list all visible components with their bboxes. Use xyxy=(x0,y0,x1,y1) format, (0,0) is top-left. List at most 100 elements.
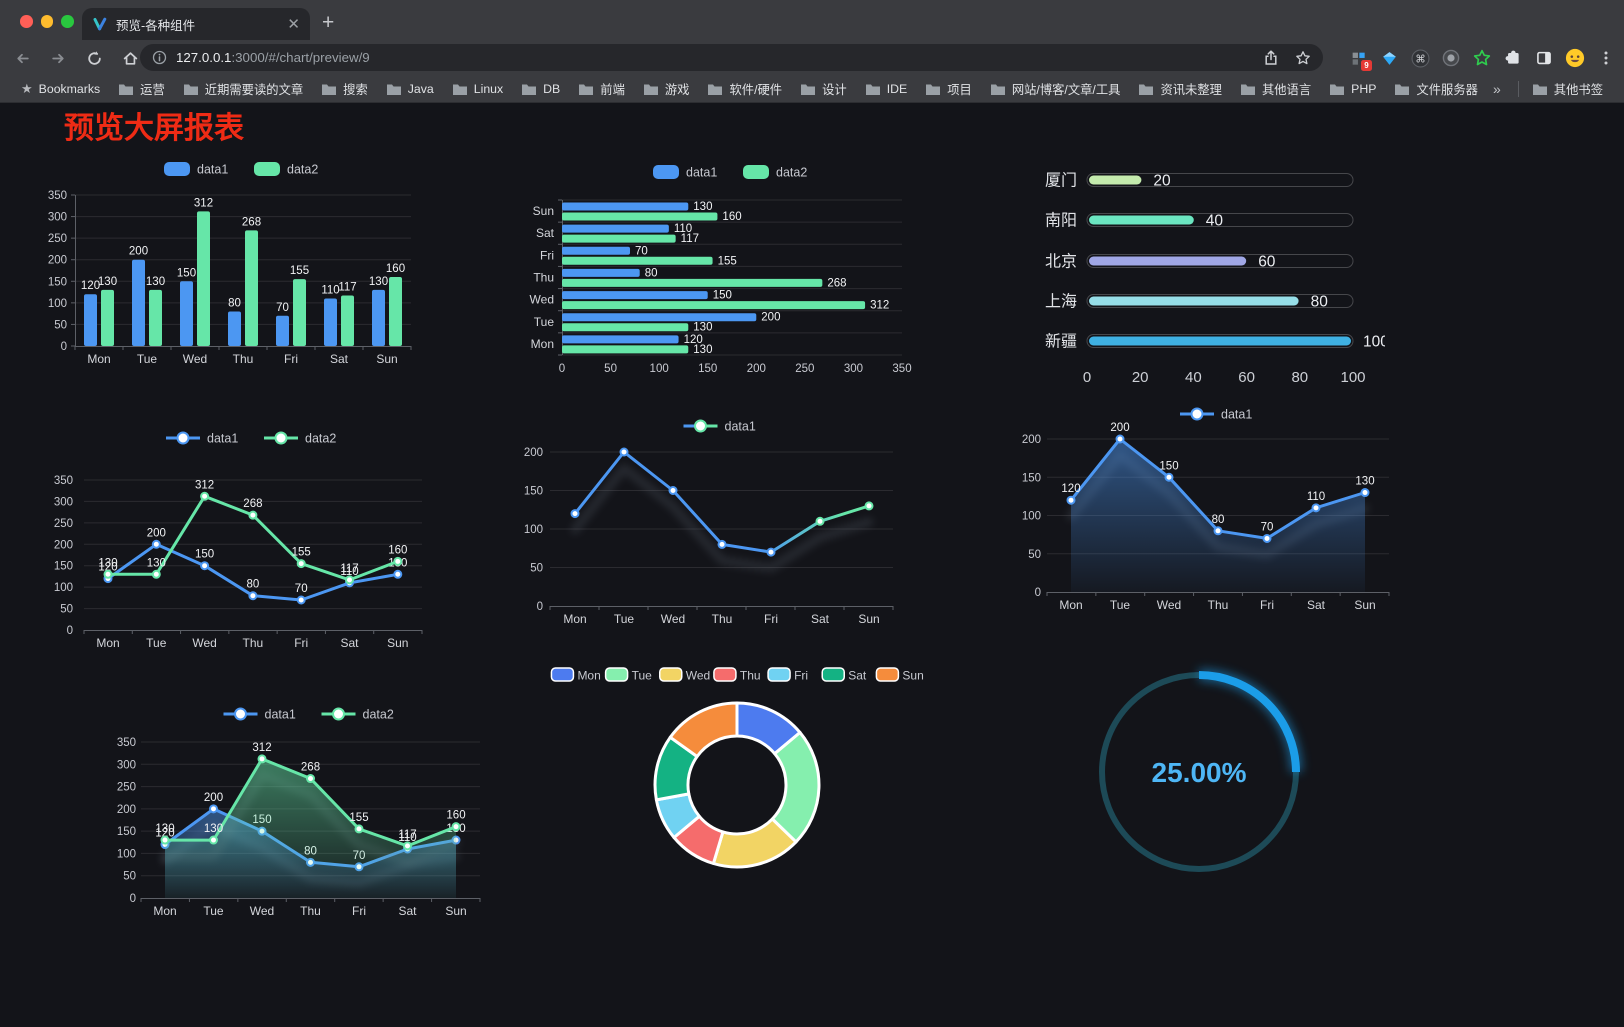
bookmark-folder[interactable]: DB xyxy=(512,78,569,100)
bar xyxy=(149,289,162,346)
folder-icon xyxy=(925,83,941,96)
svg-text:110: 110 xyxy=(674,223,692,235)
page-title: 预览大屏报表 xyxy=(64,112,244,145)
svg-text:200: 200 xyxy=(1110,422,1129,434)
svg-text:200: 200 xyxy=(129,246,148,258)
bookmark-folder[interactable]: Java xyxy=(377,78,443,100)
extensions-puzzle-icon[interactable] xyxy=(1503,48,1523,68)
menu-dots-icon[interactable] xyxy=(1596,48,1616,68)
close-window-button[interactable] xyxy=(20,15,33,28)
extension-diamond-icon[interactable] xyxy=(1379,48,1399,68)
data-point xyxy=(668,486,678,495)
bookmarks-overflow-chevron[interactable]: » xyxy=(1492,81,1501,97)
folder-icon xyxy=(1394,83,1410,96)
svg-text:Tue: Tue xyxy=(534,315,555,329)
bookmark-label: PHP xyxy=(1351,82,1377,96)
bookmark-folder[interactable]: 文件服务器 xyxy=(1385,78,1487,100)
svg-text:Fri: Fri xyxy=(284,352,298,366)
bookmarks-root-item[interactable]: ★ Bookmarks xyxy=(12,78,109,100)
bookmark-label: 项目 xyxy=(947,83,972,97)
bookmark-folder[interactable]: Linux xyxy=(443,78,512,100)
svg-text:⌘: ⌘ xyxy=(1415,53,1426,65)
svg-text:100: 100 xyxy=(48,298,67,310)
site-info-icon[interactable] xyxy=(152,50,167,65)
bookmark-label: 游戏 xyxy=(664,83,690,97)
url-host: 127.0.0.1 xyxy=(176,50,232,65)
svg-text:160: 160 xyxy=(386,263,405,275)
svg-text:150: 150 xyxy=(713,290,732,302)
chart-gauge-progress: 25.00% xyxy=(1080,655,1320,890)
svg-text:data1: data1 xyxy=(265,708,296,722)
folder-icon xyxy=(183,83,199,96)
bar xyxy=(562,313,757,322)
minimize-window-button[interactable] xyxy=(40,15,53,28)
bookmark-folder[interactable]: 资讯未整理 xyxy=(1129,78,1231,100)
svg-text:Sun: Sun xyxy=(387,636,408,650)
svg-text:110: 110 xyxy=(340,566,358,578)
extension-command-icon[interactable]: ⌘ xyxy=(1410,48,1430,68)
extension-circle-icon[interactable] xyxy=(1441,48,1461,68)
bookmark-folder[interactable]: 项目 xyxy=(916,78,981,100)
svg-text:100: 100 xyxy=(1363,334,1385,351)
chart-svg: 0 50 100 150 200 250 300 350 Mon Tue Wed Thu Fri Sat S… xyxy=(54,431,423,650)
other-bookmarks-item[interactable]: 其他书签 xyxy=(1523,78,1612,100)
bookmark-folder[interactable]: 软件/硬件 xyxy=(698,78,791,100)
extension-badge: 9 xyxy=(1361,60,1372,71)
svg-text:北京: 北京 xyxy=(1045,253,1077,271)
data-point xyxy=(257,754,267,764)
svg-text:130: 130 xyxy=(693,322,712,334)
bookmark-folder[interactable]: 设计 xyxy=(791,78,856,100)
svg-text:110: 110 xyxy=(321,285,339,297)
bookmark-label: Linux xyxy=(473,82,504,96)
extension-star-icon[interactable] xyxy=(1472,48,1492,68)
bookmark-folder[interactable]: 搜索 xyxy=(312,78,377,100)
svg-text:130: 130 xyxy=(98,557,117,569)
data-point xyxy=(200,561,210,571)
share-icon[interactable] xyxy=(1263,49,1279,66)
svg-text:Thu: Thu xyxy=(300,904,321,918)
address-bar[interactable]: 127.0.0.1:3000/#/chart/preview/9 xyxy=(140,44,1323,71)
bookmark-star-icon[interactable] xyxy=(1295,50,1311,66)
progress-fill xyxy=(1089,175,1142,185)
svg-text:117: 117 xyxy=(398,829,416,841)
svg-text:80: 80 xyxy=(1212,514,1225,526)
bookmark-folder[interactable]: IDE xyxy=(856,78,917,100)
tab-close-icon[interactable]: ✕ xyxy=(287,16,300,33)
chart-svg: Mon Tue Wed Thu Fri Sat Sun xyxy=(550,667,924,869)
forward-button[interactable] xyxy=(46,46,70,70)
svg-text:Wed: Wed xyxy=(661,612,685,626)
svg-text:80: 80 xyxy=(645,267,658,279)
bookmark-folder[interactable]: 其他语言 xyxy=(1231,78,1320,100)
bookmark-folder[interactable]: 网站/博客/文章/工具 xyxy=(981,78,1130,100)
new-tab-button[interactable]: + xyxy=(322,11,335,34)
svg-text:Sun: Sun xyxy=(445,904,466,918)
svg-text:150: 150 xyxy=(195,549,214,561)
bookmark-label: 搜索 xyxy=(343,83,368,97)
svg-text:data1: data1 xyxy=(1221,408,1252,422)
browser-tab[interactable]: 预览-各种组件 ✕ xyxy=(82,8,310,40)
bookmark-folder[interactable]: 游戏 xyxy=(634,78,699,100)
svg-text:300: 300 xyxy=(844,363,863,375)
data-point xyxy=(1164,472,1174,482)
back-button[interactable] xyxy=(10,46,34,70)
bookmark-folder[interactable]: PHP xyxy=(1320,78,1385,100)
bookmark-folder[interactable]: 运营 xyxy=(109,78,174,100)
bookmark-folder[interactable]: 前端 xyxy=(569,78,634,100)
progress-fill xyxy=(1089,336,1351,346)
svg-text:312: 312 xyxy=(870,300,889,312)
svg-text:Wed: Wed xyxy=(183,352,207,366)
svg-text:200: 200 xyxy=(204,792,223,804)
svg-text:Sun: Sun xyxy=(858,612,879,626)
zoom-window-button[interactable] xyxy=(61,15,74,28)
svg-text:130: 130 xyxy=(693,201,712,213)
svg-text:200: 200 xyxy=(1022,434,1041,446)
chart-line-area: 0 50 100 150 200 Mon Tue Wed Thu Fri Sat Sun 120 200 1… xyxy=(985,398,1390,620)
bookmark-folder[interactable]: 近期需要读的文章 xyxy=(174,78,312,100)
side-panel-icon[interactable] xyxy=(1534,48,1554,68)
extension-grid-icon[interactable]: 9 xyxy=(1348,48,1372,71)
folder-icon xyxy=(1240,83,1256,96)
home-button[interactable] xyxy=(118,46,142,70)
profile-avatar[interactable] xyxy=(1565,48,1585,68)
reload-button[interactable] xyxy=(82,46,106,70)
bookmark-label: 其他语言 xyxy=(1261,83,1312,97)
